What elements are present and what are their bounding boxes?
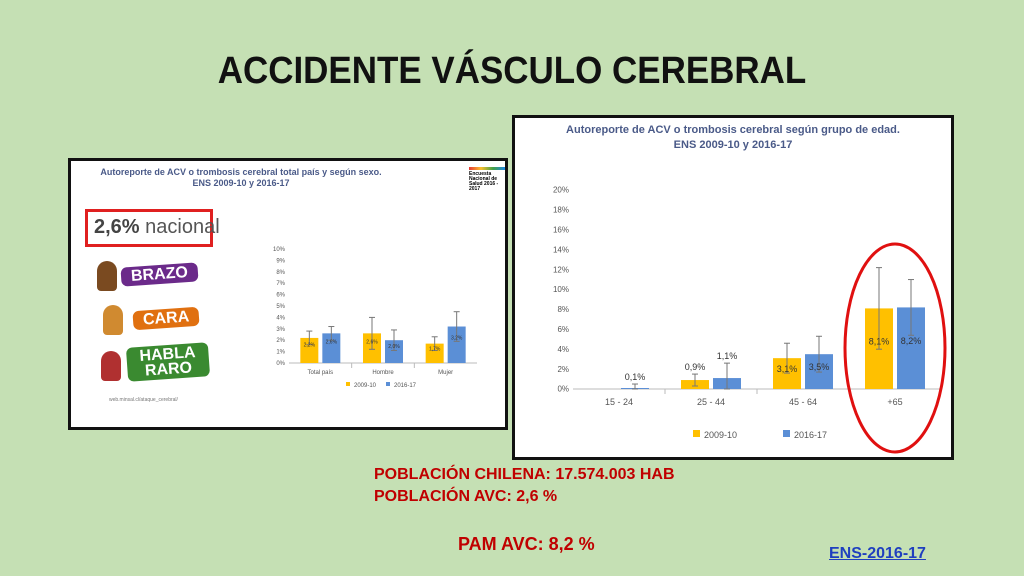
data-label: 3,2%: [451, 335, 463, 341]
x-category-label: +65: [887, 397, 902, 407]
web-reference: web.minsal.cl/ataque_cerebral/: [109, 397, 178, 403]
logo-text: Encuesta Nacional de Salud 2016 - 2017: [469, 171, 499, 192]
x-category-label: 45 - 64: [789, 397, 817, 407]
legend-label: 2009-10: [704, 430, 737, 440]
data-label: 2,2%: [304, 343, 316, 349]
data-label: 3,5%: [809, 362, 830, 372]
x-category-label: Hombre: [372, 370, 394, 376]
ens-source-link[interactable]: ENS-2016-17: [829, 545, 926, 562]
data-label: 1,1%: [717, 351, 738, 361]
y-tick-label: 10%: [553, 285, 569, 294]
y-tick-label: 2%: [557, 365, 569, 374]
y-tick-label: 4%: [276, 315, 285, 321]
ens-logo: Encuesta Nacional de Salud 2016 - 2017: [469, 167, 505, 192]
chart-title-line-1: ENS 2009-10 y 2016-17: [674, 139, 793, 151]
y-tick-label: 4%: [557, 345, 569, 354]
y-tick-label: 9%: [276, 258, 285, 264]
y-tick-label: 8%: [557, 305, 569, 314]
y-tick-label: 7%: [276, 281, 285, 287]
bar-200910: [425, 343, 444, 363]
y-tick-label: 20%: [553, 186, 569, 195]
y-tick-label: 14%: [553, 245, 569, 254]
y-tick-label: 2%: [276, 338, 285, 344]
y-tick-label: 6%: [276, 293, 285, 299]
data-label: 2,6%: [366, 340, 378, 346]
y-tick-label: 3%: [276, 327, 285, 333]
logo-color-bar: [469, 167, 505, 170]
x-category-label: 25 - 44: [697, 397, 725, 407]
avc-population-text: POBLACIÓN AVC: 2,6 %: [374, 488, 558, 505]
bar-201617: [322, 333, 341, 363]
legend-swatch: [783, 430, 790, 437]
child-illustration-1: [97, 261, 117, 291]
chart-sex: Autoreporte de ACV o trombosis cerebral …: [100, 167, 477, 389]
chile-population-text: POBLACIÓN CHILENA: 17.574.003 HAB: [374, 466, 675, 483]
child-illustration-3: [101, 351, 121, 381]
national-value: 2,6%: [94, 216, 140, 238]
page-title: ACCIDENTE VÁSCULO CEREBRAL: [217, 50, 807, 92]
y-tick-label: 18%: [553, 206, 569, 215]
legend-swatch: [346, 382, 350, 386]
x-category-label: Mujer: [438, 370, 453, 376]
data-label: 1,7%: [429, 346, 441, 352]
y-tick-label: 12%: [553, 265, 569, 274]
data-label: 0,1%: [625, 372, 646, 382]
legend-label: 2016-17: [394, 383, 417, 389]
y-tick-label: 0%: [557, 385, 569, 394]
data-label: 3,1%: [777, 364, 798, 374]
left-chart-panel: 2,6% nacional BRAZO CARA HABLA RARO Encu…: [68, 158, 508, 430]
x-category-label: Total país: [307, 370, 333, 376]
legend-label: 2009-10: [354, 383, 377, 389]
chart-title-line-0: Autoreporte de ACV o trombosis cerebral …: [566, 124, 900, 136]
national-label: nacional: [145, 216, 220, 238]
bar-200910: [300, 337, 319, 363]
chart-title-line-0: Autoreporte de ACV o trombosis cerebral …: [100, 167, 381, 177]
y-tick-label: 1%: [276, 350, 285, 356]
bar-201617: [385, 340, 403, 363]
chart-age: Autoreporte de ACV o trombosis cerebral …: [553, 124, 947, 454]
data-label: 0,9%: [685, 362, 706, 372]
y-tick-label: 16%: [553, 225, 569, 234]
y-tick-label: 6%: [557, 325, 569, 334]
national-value-box: 2,6% nacional: [85, 209, 220, 247]
right-chart-panel: Autoreporte de ACV o trombosis cerebral …: [512, 115, 954, 460]
legend-label: 2016-17: [794, 430, 827, 440]
y-tick-label: 5%: [276, 304, 285, 310]
y-tick-label: 0%: [276, 361, 285, 367]
y-tick-label: 10%: [273, 247, 286, 253]
pam-avc-text: PAM AVC: 8,2 %: [458, 534, 595, 554]
data-label: 2,6%: [326, 340, 338, 346]
data-label: 8,2%: [901, 336, 922, 346]
chart-title-line-1: ENS 2009-10 y 2016-17: [192, 178, 289, 188]
child-illustration-2: [103, 305, 123, 335]
x-category-label: 15 - 24: [605, 397, 633, 407]
highlight-ellipse: [843, 242, 947, 454]
y-tick-label: 8%: [276, 270, 285, 276]
legend-swatch: [693, 430, 700, 437]
legend-swatch: [386, 382, 390, 386]
data-label: 8,1%: [869, 337, 890, 347]
bar-201617: [447, 326, 466, 363]
data-label: 2,0%: [388, 344, 400, 350]
